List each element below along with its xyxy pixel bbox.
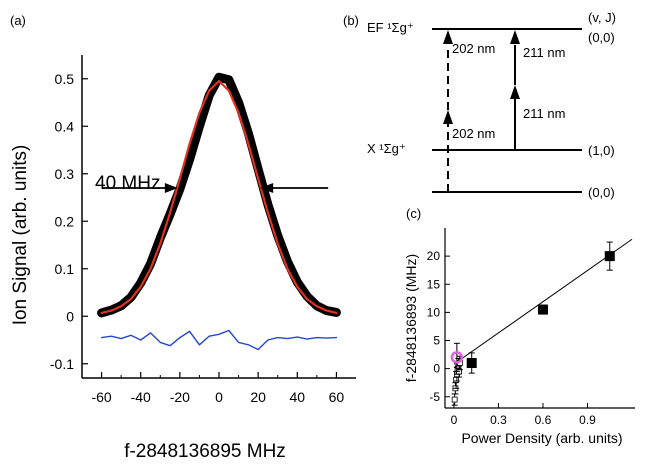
series-data bbox=[97, 72, 341, 318]
panel-a-axes: -0.1 0 0.1 0.2 0.3 0.4 0.5 -60 -40 -20 0 20 40 60 bbox=[50, 55, 356, 405]
y-tick-label: 0.3 bbox=[55, 166, 75, 182]
fit-line bbox=[453, 238, 633, 365]
data-point-filled bbox=[604, 251, 615, 262]
data-point-filled bbox=[537, 304, 548, 315]
panel-a-label: (a) bbox=[10, 13, 26, 28]
state-x-label: X ¹Σg⁺ bbox=[367, 141, 406, 156]
vj-header: (v, J) bbox=[588, 10, 616, 25]
panel-c-xlabel: Power Density (arb. units) bbox=[461, 430, 622, 446]
data-point-open bbox=[451, 396, 458, 403]
y-tick-label: 10 bbox=[427, 305, 441, 319]
transition-label: 202 nm bbox=[452, 126, 495, 141]
arrowhead-icon bbox=[510, 85, 520, 99]
x-tick-label: 0 bbox=[451, 413, 458, 427]
vj-x-v0: (0,0) bbox=[588, 185, 615, 200]
y-tick-label: 0 bbox=[433, 362, 440, 376]
y-tick-label: 0 bbox=[66, 308, 74, 324]
x-tick-label: 0 bbox=[215, 389, 223, 405]
arrowhead-icon bbox=[260, 183, 274, 193]
y-tick-label: 0.5 bbox=[55, 71, 75, 87]
x-tick-label: -40 bbox=[131, 389, 151, 405]
panel-b-label: (b) bbox=[343, 13, 359, 28]
y-tick-label: 20 bbox=[427, 249, 441, 263]
transition-label: 211 nm bbox=[523, 106, 565, 121]
arrowhead-icon bbox=[443, 110, 453, 124]
y-tick-label: 15 bbox=[427, 277, 441, 291]
series-fit bbox=[100, 79, 338, 314]
data-point-filled bbox=[466, 358, 477, 368]
x-tick-label: 0.3 bbox=[490, 413, 507, 427]
panel-c-ylabel: f-2848136893 (MHz) bbox=[403, 254, 419, 382]
data-point-open bbox=[453, 376, 460, 383]
panel-c-label: (c) bbox=[406, 206, 421, 221]
y-tick-label: -5 bbox=[429, 390, 440, 404]
state-ef-label: EF ¹Σg⁺ bbox=[367, 20, 414, 35]
vj-x-v1: (1,0) bbox=[588, 143, 615, 158]
x-tick-label: 0.6 bbox=[535, 413, 552, 427]
panel-a-ylabel: Ion Signal (arb. units) bbox=[10, 145, 31, 326]
y-tick-label: -0.1 bbox=[50, 356, 74, 372]
transition-label: 202 nm bbox=[452, 41, 495, 56]
arrowhead-icon bbox=[510, 30, 520, 44]
x-tick-label: -20 bbox=[170, 389, 190, 405]
panel-c-axes: -5 0 5 10 15 20 0 0.3 0.6 0.9 bbox=[427, 228, 635, 427]
x-tick-label: -60 bbox=[91, 389, 111, 405]
transition-label: 211 nm bbox=[523, 45, 565, 60]
energy-diagram bbox=[432, 28, 582, 193]
x-tick-label: 20 bbox=[250, 389, 266, 405]
data-point-circle bbox=[450, 351, 464, 364]
panel-a-xlabel: f-2848136895 MHz bbox=[124, 441, 286, 462]
y-tick-label: 0.2 bbox=[55, 213, 75, 229]
y-tick-label: 5 bbox=[433, 334, 440, 348]
y-tick-label: 0.4 bbox=[55, 118, 75, 134]
series-residual bbox=[100, 329, 338, 351]
arrowhead-icon bbox=[164, 183, 178, 193]
y-tick-label: 0.1 bbox=[55, 261, 75, 277]
x-tick-label: 60 bbox=[329, 389, 345, 405]
x-tick-label: 40 bbox=[289, 389, 305, 405]
x-tick-label: 0.9 bbox=[579, 413, 596, 427]
vj-ef: (0,0) bbox=[588, 30, 615, 45]
fwhm-annotation: 40 MHz bbox=[95, 173, 160, 194]
arrowhead-icon bbox=[443, 30, 453, 44]
